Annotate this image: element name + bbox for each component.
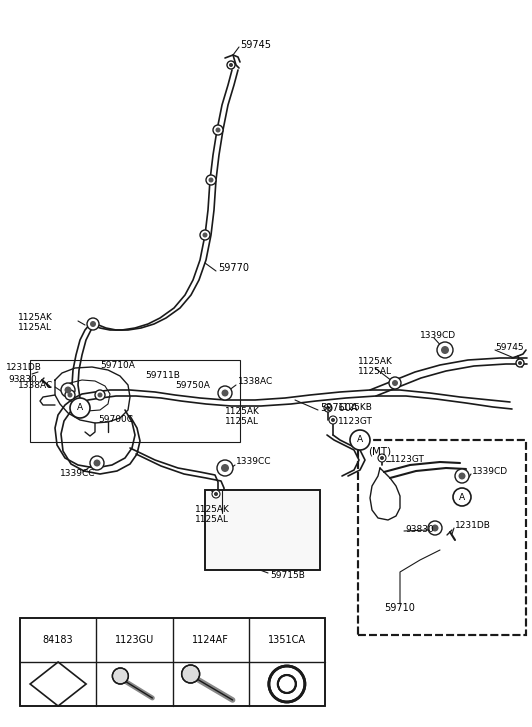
Circle shape <box>65 390 75 400</box>
Text: 84183: 84183 <box>43 635 73 645</box>
Circle shape <box>331 418 335 422</box>
Circle shape <box>227 61 235 69</box>
Text: 1125AL: 1125AL <box>225 417 259 427</box>
Circle shape <box>217 460 233 476</box>
Circle shape <box>326 406 330 410</box>
Text: 59770: 59770 <box>218 263 249 273</box>
Circle shape <box>181 665 200 683</box>
Text: 1123GU: 1123GU <box>115 635 154 645</box>
Circle shape <box>324 404 332 412</box>
Bar <box>30 360 240 442</box>
Circle shape <box>221 464 229 472</box>
Circle shape <box>90 456 104 470</box>
Circle shape <box>94 459 101 467</box>
Circle shape <box>392 380 398 386</box>
Text: 59760A: 59760A <box>320 403 358 413</box>
Text: 1338AC: 1338AC <box>238 377 273 387</box>
Circle shape <box>350 430 370 450</box>
Text: 59711B: 59711B <box>145 371 180 379</box>
Circle shape <box>209 177 213 182</box>
Circle shape <box>428 521 442 535</box>
Circle shape <box>61 383 75 397</box>
Circle shape <box>215 127 220 132</box>
Text: 1339CC: 1339CC <box>236 457 271 467</box>
Text: 1125AL: 1125AL <box>195 515 229 524</box>
Circle shape <box>213 125 223 135</box>
Text: 1125AK: 1125AK <box>358 358 393 366</box>
Text: 1125AK: 1125AK <box>225 408 260 417</box>
Circle shape <box>389 377 401 389</box>
Circle shape <box>95 390 105 400</box>
Text: 1125AL: 1125AL <box>358 368 392 377</box>
Circle shape <box>221 390 229 396</box>
Text: 1339CC: 1339CC <box>60 468 96 478</box>
Bar <box>20 618 325 706</box>
Text: (MT): (MT) <box>368 447 391 457</box>
Circle shape <box>212 490 220 498</box>
Text: 59745: 59745 <box>495 343 523 353</box>
Text: 1125AL: 1125AL <box>18 324 52 332</box>
Text: A: A <box>357 435 363 444</box>
Bar <box>20 618 325 706</box>
Circle shape <box>518 361 522 365</box>
Text: A: A <box>459 492 465 502</box>
Text: 1339CD: 1339CD <box>472 467 508 476</box>
Bar <box>205 490 320 570</box>
Text: 1125AK: 1125AK <box>195 505 230 515</box>
Bar <box>358 440 526 635</box>
Circle shape <box>431 524 438 531</box>
Text: 1123GT: 1123GT <box>390 456 425 465</box>
Circle shape <box>90 321 96 327</box>
Circle shape <box>459 473 466 480</box>
Text: 59700C: 59700C <box>98 416 133 425</box>
Text: 1231DB: 1231DB <box>455 521 491 531</box>
Circle shape <box>68 393 72 398</box>
Circle shape <box>453 488 471 506</box>
Circle shape <box>378 454 386 462</box>
Text: 1339CD: 1339CD <box>420 331 456 340</box>
Circle shape <box>229 63 233 67</box>
Text: 93830: 93830 <box>405 526 434 534</box>
Text: 1351CA: 1351CA <box>268 635 306 645</box>
Circle shape <box>214 492 218 496</box>
Text: 1124AF: 1124AF <box>192 635 229 645</box>
Circle shape <box>516 359 524 367</box>
Text: 93830: 93830 <box>8 376 37 385</box>
Circle shape <box>87 318 99 330</box>
Circle shape <box>329 416 337 424</box>
Circle shape <box>200 230 210 240</box>
Circle shape <box>437 342 453 358</box>
Text: 1125AK: 1125AK <box>18 313 53 323</box>
Circle shape <box>380 456 384 460</box>
Circle shape <box>64 387 71 393</box>
Text: 59745: 59745 <box>240 40 271 50</box>
Circle shape <box>70 398 90 418</box>
Circle shape <box>218 386 232 400</box>
Circle shape <box>206 175 216 185</box>
Text: 59715B: 59715B <box>270 571 305 580</box>
Circle shape <box>203 233 207 238</box>
Text: A: A <box>77 403 83 412</box>
Text: 1231DB: 1231DB <box>6 363 42 371</box>
Circle shape <box>278 675 296 693</box>
Text: 1338AC: 1338AC <box>18 380 53 390</box>
Text: 1125KB: 1125KB <box>338 403 373 412</box>
Circle shape <box>441 346 449 354</box>
Text: 59750A: 59750A <box>175 380 210 390</box>
Circle shape <box>112 668 128 684</box>
Text: 1123GT: 1123GT <box>338 417 373 427</box>
Circle shape <box>269 666 305 702</box>
Bar <box>358 440 526 635</box>
Bar <box>205 490 320 570</box>
Text: 59710: 59710 <box>385 603 415 613</box>
Circle shape <box>97 393 103 398</box>
Text: 59710A: 59710A <box>100 361 135 369</box>
Circle shape <box>455 469 469 483</box>
